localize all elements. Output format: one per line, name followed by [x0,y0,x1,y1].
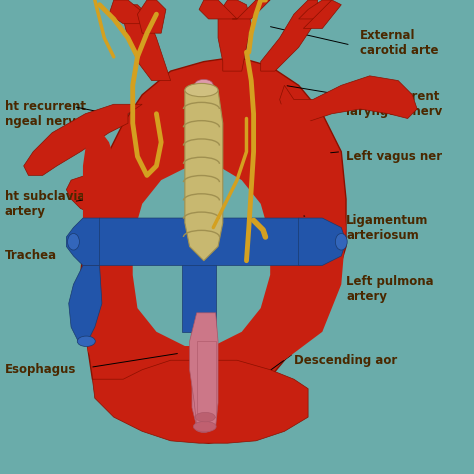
Polygon shape [199,0,237,19]
Polygon shape [133,166,270,346]
Polygon shape [299,218,346,265]
Ellipse shape [194,80,213,91]
Ellipse shape [77,336,95,346]
Polygon shape [185,90,223,261]
Polygon shape [66,218,100,265]
Polygon shape [280,76,417,123]
Polygon shape [137,0,166,33]
Ellipse shape [194,421,213,432]
Polygon shape [265,104,346,360]
Text: Trachea: Trachea [5,249,57,263]
Text: ht subclavian
artery: ht subclavian artery [5,190,93,218]
Ellipse shape [193,421,216,432]
Polygon shape [218,0,251,71]
Polygon shape [69,265,102,341]
Text: External
carotid arte: External carotid arte [360,28,439,57]
Polygon shape [83,123,123,360]
Polygon shape [24,104,142,175]
Polygon shape [232,0,270,19]
Text: Descending aor: Descending aor [294,354,397,367]
Ellipse shape [185,83,218,97]
Polygon shape [303,0,341,28]
Ellipse shape [67,234,79,250]
Polygon shape [123,5,171,81]
Polygon shape [92,360,308,443]
Polygon shape [83,218,327,265]
Polygon shape [190,313,218,427]
Text: Left vagus ner: Left vagus ner [346,150,442,163]
Polygon shape [299,0,332,19]
Text: Left pulmona
artery: Left pulmona artery [346,275,434,303]
Polygon shape [109,0,156,24]
Text: Esophagus: Esophagus [5,363,76,376]
Polygon shape [81,57,346,443]
Ellipse shape [195,412,215,422]
Text: Left recurrent
laryngeal nerv: Left recurrent laryngeal nerv [346,90,442,118]
Polygon shape [182,218,216,332]
Polygon shape [261,0,318,71]
Polygon shape [197,341,216,417]
Polygon shape [66,175,109,213]
Text: ht recurrent
ngeal nerve: ht recurrent ngeal nerve [5,100,86,128]
Text: Ligamentum
arteriosum: Ligamentum arteriosum [346,213,428,242]
Ellipse shape [335,234,347,250]
Polygon shape [192,85,216,427]
